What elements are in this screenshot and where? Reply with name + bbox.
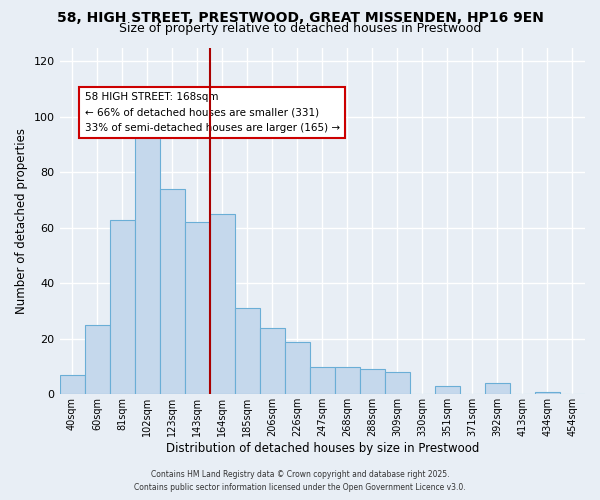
Bar: [335, 366, 360, 394]
Bar: [385, 372, 410, 394]
Bar: [185, 222, 209, 394]
Bar: [435, 386, 460, 394]
Bar: [285, 342, 310, 394]
Text: 58 HIGH STREET: 168sqm
← 66% of detached houses are smaller (331)
33% of semi-de: 58 HIGH STREET: 168sqm ← 66% of detached…: [85, 92, 340, 133]
X-axis label: Distribution of detached houses by size in Prestwood: Distribution of detached houses by size …: [166, 442, 479, 455]
Bar: [59, 375, 85, 394]
Bar: [235, 308, 260, 394]
Bar: [160, 189, 185, 394]
Text: 58, HIGH STREET, PRESTWOOD, GREAT MISSENDEN, HP16 9EN: 58, HIGH STREET, PRESTWOOD, GREAT MISSEN…: [56, 11, 544, 25]
Bar: [535, 392, 560, 394]
Bar: [485, 383, 510, 394]
Bar: [85, 325, 110, 394]
Bar: [134, 134, 160, 394]
Bar: [209, 214, 235, 394]
Bar: [360, 370, 385, 394]
Text: Contains HM Land Registry data © Crown copyright and database right 2025.
Contai: Contains HM Land Registry data © Crown c…: [134, 470, 466, 492]
Bar: [260, 328, 285, 394]
Y-axis label: Number of detached properties: Number of detached properties: [15, 128, 28, 314]
Bar: [110, 220, 134, 394]
Bar: [310, 366, 335, 394]
Text: Size of property relative to detached houses in Prestwood: Size of property relative to detached ho…: [119, 22, 481, 35]
